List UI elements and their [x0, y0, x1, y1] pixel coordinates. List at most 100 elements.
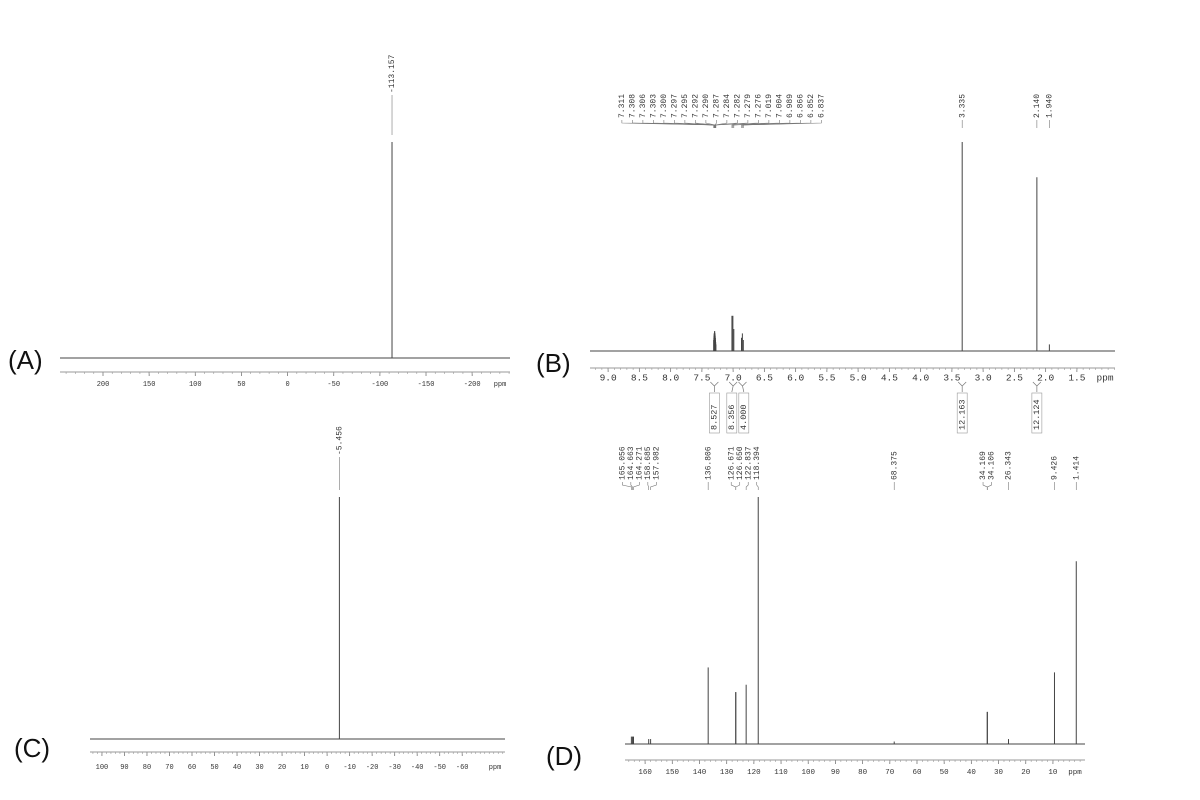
- x-tick-label: 90: [120, 764, 128, 772]
- x-tick-label: 80: [858, 769, 868, 777]
- x-tick-label: 7.0: [725, 373, 742, 384]
- x-tick-label: -50: [327, 381, 340, 389]
- peak-label: 7.297: [670, 94, 679, 118]
- peak-label: 1.940: [1045, 94, 1054, 118]
- peak-label: 2.140: [1033, 94, 1042, 118]
- integral-label: 8.527: [710, 404, 720, 430]
- peak-label: 7.311: [618, 94, 627, 118]
- integral-label: 4.000: [739, 404, 749, 430]
- panel-label: (D): [546, 741, 582, 771]
- peak-label: 6.989: [786, 94, 795, 118]
- integral-box: [726, 392, 738, 434]
- integral-bracket: [957, 381, 967, 392]
- x-tick-label: 20: [278, 764, 286, 772]
- x-tick-label: 2.0: [1037, 373, 1054, 384]
- x-tick-label: 3.0: [975, 373, 992, 384]
- peak-label: 158.685: [644, 446, 653, 480]
- x-tick-label: 100: [801, 769, 815, 777]
- x-tick-label: -40: [411, 764, 424, 772]
- x-tick-label: 10: [1048, 769, 1058, 777]
- x-tick-label: -20: [366, 764, 379, 772]
- x-tick-label: 2.5: [1006, 373, 1023, 384]
- x-tick-label: 10: [300, 764, 308, 772]
- peak-label: 1.414: [1072, 456, 1081, 480]
- peak-label: 34.106: [988, 451, 997, 480]
- x-tick-label: 90: [831, 769, 841, 777]
- peak-label: -113.157: [388, 54, 397, 93]
- integral-bracket: [710, 381, 719, 392]
- peak-label: 126.650: [736, 446, 745, 480]
- peak-leader: [756, 482, 759, 490]
- peak-leader: [735, 482, 741, 490]
- peak-label: 126.671: [727, 446, 736, 480]
- x-tick-label: -30: [388, 764, 401, 772]
- peak-leader: [622, 482, 632, 490]
- peak-label: -5.456: [336, 426, 345, 455]
- panel-label: (C): [14, 733, 50, 763]
- peak-leader: [733, 120, 791, 128]
- x-tick-label: -60: [456, 764, 469, 772]
- x-tick-label: -100: [371, 381, 388, 389]
- x-tick-label: 200: [97, 381, 110, 389]
- peak-label: 6.866: [796, 94, 805, 118]
- x-tick-label: 5.5: [818, 373, 835, 384]
- peak-leader: [745, 482, 749, 490]
- x-tick-label: 160: [638, 769, 652, 777]
- peak-label: 7.295: [681, 94, 690, 118]
- peak-label: 7.300: [660, 94, 669, 118]
- integral-label: 12.124: [1032, 399, 1042, 430]
- x-tick-label: 0: [285, 381, 289, 389]
- peak-label: 136.806: [704, 446, 713, 480]
- peak-leader: [633, 482, 640, 490]
- x-tick-label: 60: [188, 764, 196, 772]
- peak-label: 26.343: [1005, 451, 1014, 480]
- peak-leader: [743, 120, 822, 128]
- x-axis-label: ppm: [489, 764, 502, 772]
- peak-leader: [730, 482, 737, 490]
- x-tick-label: 7.5: [693, 373, 710, 384]
- peak-label: 7.287: [712, 94, 721, 118]
- x-tick-label: 50: [237, 381, 245, 389]
- x-tick-label: 150: [143, 381, 156, 389]
- peak-label: 157.982: [652, 446, 661, 480]
- x-tick-label: 6.5: [756, 373, 773, 384]
- peak-leader: [982, 482, 988, 490]
- panel-label: (B): [536, 348, 571, 378]
- peak-label: 164.663: [627, 446, 636, 480]
- peak-label: 164.271: [635, 446, 644, 480]
- x-tick-label: 130: [720, 769, 734, 777]
- x-tick-label: 150: [666, 769, 680, 777]
- peak-label: 7.019: [765, 94, 774, 118]
- x-tick-label: 120: [747, 769, 761, 777]
- x-tick-label: 4.5: [881, 373, 898, 384]
- peak-label: 7.306: [639, 94, 648, 118]
- x-tick-label: -200: [464, 381, 481, 389]
- x-tick-label: 100: [189, 381, 202, 389]
- peak-leader: [647, 482, 649, 490]
- peak-label: 68.375: [890, 451, 899, 480]
- peak-label: 7.004: [775, 94, 784, 118]
- integral-bracket: [738, 381, 747, 393]
- x-tick-label: 1.5: [1068, 373, 1085, 384]
- x-tick-label: 50: [940, 769, 950, 777]
- x-tick-label: 30: [994, 769, 1004, 777]
- integral-label: 8.356: [727, 404, 737, 430]
- peak-label: 9.426: [1051, 456, 1060, 480]
- integral-box: [738, 392, 750, 434]
- peak-label: 7.279: [744, 94, 753, 118]
- integral-label: 12.163: [957, 399, 967, 430]
- peak-label: 165.056: [618, 446, 627, 480]
- x-tick-label: 8.0: [662, 373, 679, 384]
- peak-label: 7.292: [691, 94, 700, 118]
- x-tick-label: 8.5: [631, 373, 648, 384]
- x-tick-label: 6.0: [787, 373, 804, 384]
- x-tick-label: 40: [967, 769, 977, 777]
- peak-leader: [715, 120, 759, 128]
- peak-label: 7.284: [723, 94, 732, 118]
- peak-label: 3.335: [958, 94, 967, 118]
- integral-box: [709, 392, 720, 434]
- x-tick-label: 140: [693, 769, 707, 777]
- x-tick-label: 110: [774, 769, 788, 777]
- x-tick-label: 20: [1021, 769, 1031, 777]
- peak-label: 6.837: [817, 94, 826, 118]
